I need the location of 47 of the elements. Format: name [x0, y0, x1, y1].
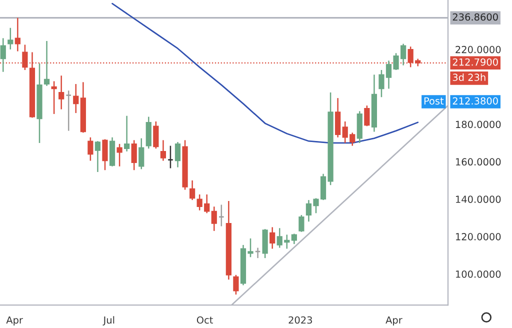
candlestick: [189, 180, 196, 201]
candlestick: [153, 120, 159, 150]
candlestick: [131, 140, 137, 171]
candlestick: [116, 143, 122, 167]
y-tick-label: 160.0000: [456, 158, 501, 166]
candlestick: [124, 115, 130, 152]
candlestick: [102, 138, 108, 171]
candlestick: [44, 40, 50, 87]
ref-line-label: 236.8600: [452, 13, 498, 21]
candlestick: [335, 97, 341, 138]
candlestick: [298, 214, 304, 232]
candlestick: [146, 116, 152, 150]
candlestick: [88, 136, 94, 162]
candlestick: [73, 83, 79, 114]
candlestick: [51, 80, 57, 115]
y-tick-label: 100.0000: [456, 270, 501, 278]
x-tick-label: Oct: [196, 316, 213, 324]
candlestick: [8, 27, 14, 50]
candlestick: [262, 228, 268, 259]
candlestick: [167, 145, 174, 169]
candlestick: [218, 204, 224, 227]
x-tick-label: Apr: [386, 316, 402, 326]
candlestick: [270, 226, 276, 250]
candlestick: [0, 38, 6, 72]
candlestick: [94, 140, 101, 173]
x-tick-label: 2023: [288, 316, 312, 324]
y-tick-label: 140.0000: [456, 196, 501, 203]
candlestick: [291, 233, 297, 245]
candlestick: [58, 74, 64, 110]
y-tick-label: 220.0000: [456, 46, 501, 54]
ref-line-label: 212.7900: [452, 58, 498, 66]
candlestick: [211, 206, 217, 232]
y-tick-label: 120.0000: [456, 233, 501, 240]
candlestick: [14, 17, 20, 52]
annotation: Post: [424, 97, 444, 105]
candlestick: [66, 90, 72, 132]
candlestick: [233, 274, 239, 296]
x-tick-label: Jul: [102, 316, 114, 326]
text: 3d 23h: [452, 73, 486, 81]
line-series: [112, 2, 419, 144]
candlestick: [138, 138, 144, 170]
x-tick-label: Apr: [6, 316, 23, 326]
candlestick: [160, 140, 166, 162]
y-tick-label: 180.0000: [456, 120, 501, 128]
text: 212.3800: [452, 97, 498, 105]
candlestick: [364, 104, 370, 127]
candlestick: [174, 141, 181, 168]
